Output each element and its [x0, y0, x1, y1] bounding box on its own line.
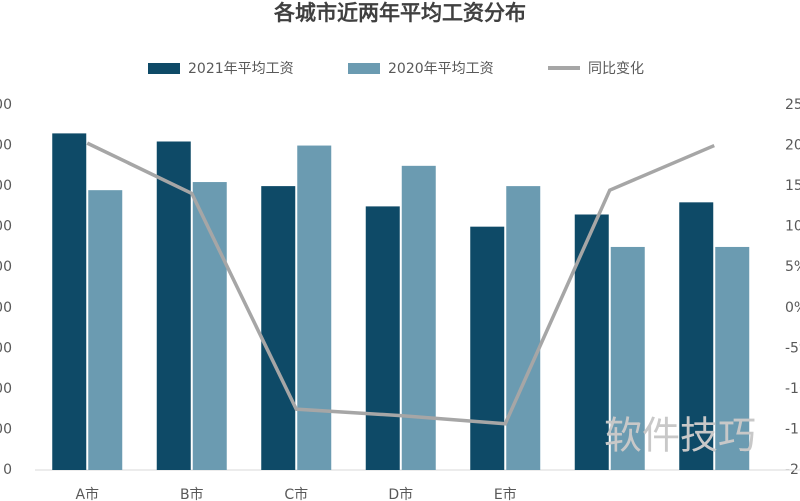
- y2-tick-label: 25%: [785, 97, 800, 113]
- bar: [261, 186, 296, 470]
- bar: [470, 226, 505, 470]
- bar: [297, 145, 332, 471]
- x-tick-label: B市: [180, 486, 204, 501]
- bar: [365, 206, 400, 470]
- bar: [401, 165, 436, 471]
- legend-label: 2020年平均工资: [388, 61, 494, 77]
- x-tick-label: A市: [75, 486, 99, 501]
- bar: [88, 190, 123, 470]
- y-tick-label: 6000: [0, 219, 12, 235]
- legend-label: 2021年平均工资: [188, 61, 294, 77]
- watermark: 软件技巧: [604, 414, 756, 458]
- y2-tick-label: -10%: [785, 381, 800, 397]
- y-tick-label: 9000: [0, 97, 12, 113]
- line-series: [86, 141, 715, 426]
- y-tick-label: 4000: [0, 300, 12, 316]
- legend-swatch: [348, 63, 380, 74]
- x-tick-label: C市: [284, 486, 308, 501]
- x-tick-label: E市: [494, 486, 517, 501]
- y-tick-label: 2000: [0, 381, 12, 397]
- bar: [52, 133, 87, 470]
- bar: [192, 182, 227, 471]
- y-tick-label: 1000: [0, 421, 12, 437]
- legend-label: 同比变化: [588, 61, 644, 77]
- y-tick-label: 8000: [0, 138, 12, 154]
- y-tick-label: 7000: [0, 178, 12, 194]
- y2-tick-label: 0%: [785, 300, 800, 316]
- y2-tick-label: 10%: [785, 219, 800, 235]
- bar: [715, 246, 750, 470]
- y2-tick-label: 20%: [785, 138, 800, 154]
- bar: [610, 246, 645, 470]
- bar: [156, 141, 191, 470]
- y-tick-label: 3000: [0, 340, 12, 356]
- chart-title: 各城市近两年平均工资分布: [273, 1, 526, 25]
- y2-tick-label: 5%: [785, 259, 800, 275]
- bar: [679, 202, 714, 471]
- y2-tick-label: -15%: [785, 421, 800, 437]
- legend-swatch: [148, 63, 180, 74]
- y-tick-label: 0: [3, 462, 12, 478]
- y2-tick-label: -5%: [785, 340, 800, 356]
- y2-tick-label: 15%: [785, 178, 800, 194]
- bar: [506, 186, 541, 470]
- y-tick-label: 5000: [0, 259, 12, 275]
- x-tick-label: D市: [388, 486, 413, 501]
